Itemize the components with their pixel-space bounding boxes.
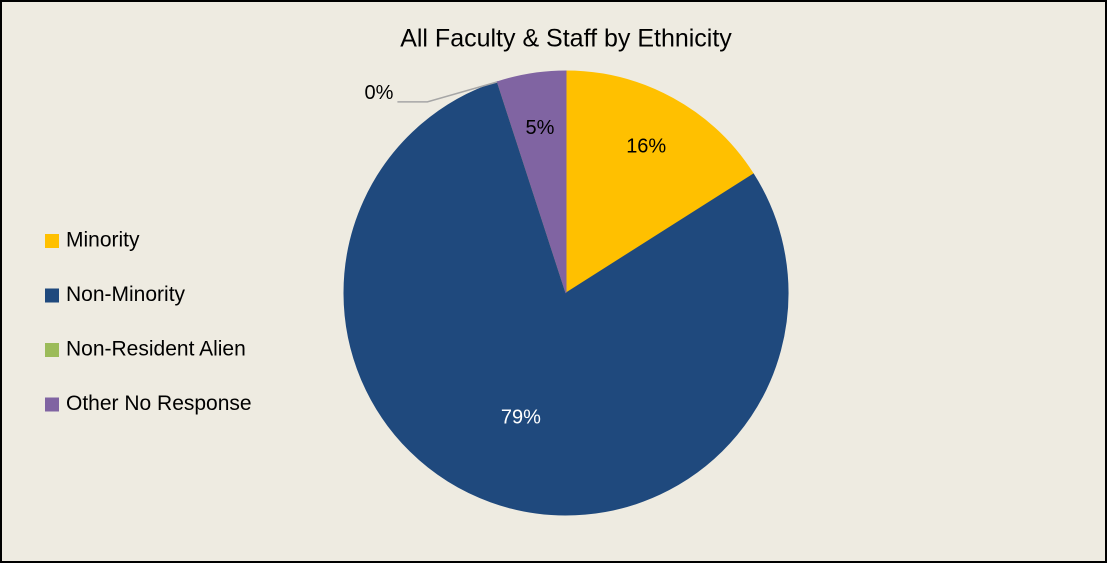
data-label: 79% xyxy=(501,407,541,429)
pie-slice xyxy=(343,81,789,516)
legend-swatch xyxy=(45,288,59,303)
legend-swatch xyxy=(45,343,59,357)
legend-label: Minority xyxy=(66,229,140,252)
legend-swatch xyxy=(45,397,59,412)
leader-line xyxy=(397,81,498,103)
pie-slice xyxy=(496,70,567,294)
legend-label: Non-Minority xyxy=(66,283,186,306)
data-label: 0% xyxy=(364,82,393,104)
data-label: 16% xyxy=(626,135,666,157)
pie-slice xyxy=(565,70,755,294)
legend-label: Non-Resident Alien xyxy=(66,338,246,361)
legend-swatch xyxy=(45,234,59,248)
data-label: 5% xyxy=(526,117,555,139)
legend-label: Other No Response xyxy=(66,392,252,415)
chart-title: All Faculty & Staff by Ethnicity xyxy=(400,25,732,53)
